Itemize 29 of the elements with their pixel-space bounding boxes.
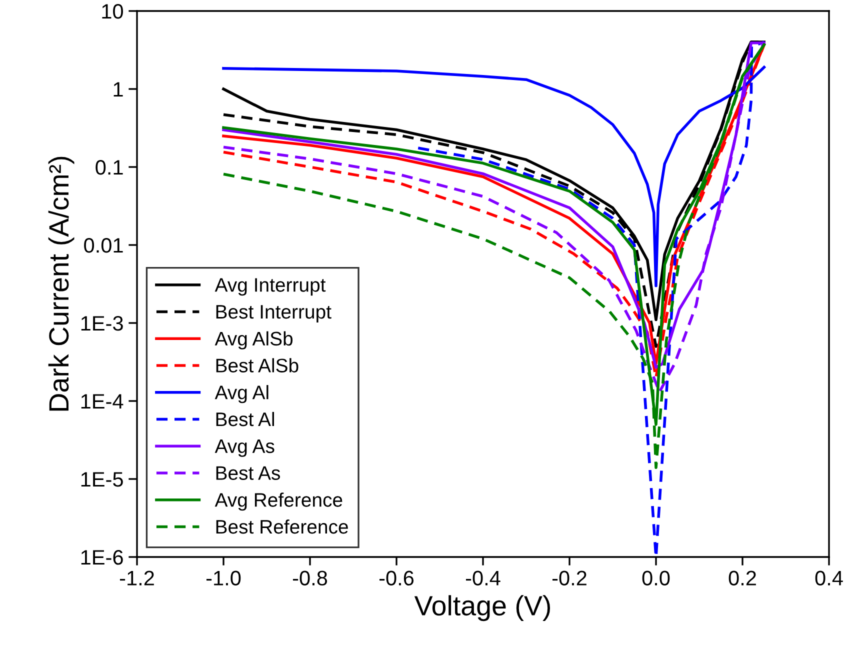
x-tick-label: -1.0 xyxy=(206,570,241,586)
x-tick-label: 0.0 xyxy=(642,570,670,586)
y-tick-label: 1E-4 xyxy=(81,394,124,409)
x-axis-title: Voltage (V) xyxy=(414,595,550,622)
y-tick-label: 0.01 xyxy=(84,238,123,253)
y-axis-title: Dark Current (A/cm²) xyxy=(48,156,74,411)
x-tick-label: -1.2 xyxy=(120,570,154,586)
legend-label: Avg AlSb xyxy=(214,331,293,350)
x-tick-label: 0.4 xyxy=(815,570,843,586)
y-tick-label: 1E-6 xyxy=(81,550,123,565)
legend-label: Best Interrupt xyxy=(216,305,332,323)
x-tick-label: 0.2 xyxy=(728,570,756,586)
legend-label: Best As xyxy=(216,466,280,480)
x-tick-label: -0.4 xyxy=(466,570,500,586)
legend-label: Best Reference xyxy=(216,519,348,534)
y-tick-label: 1E-5 xyxy=(81,472,123,487)
x-tick-label: -0.2 xyxy=(552,570,586,586)
legend-label: Avg Al xyxy=(214,385,268,404)
legend-label: Avg As xyxy=(214,440,274,457)
y-tick-label: 0.1 xyxy=(96,160,123,175)
y-tick-label: 1E-3 xyxy=(81,316,123,331)
legend-label: Avg Reference xyxy=(214,492,342,511)
x-tick-label: -0.8 xyxy=(292,570,328,586)
legend-label: Best Al xyxy=(216,412,274,426)
x-tick-label: -0.6 xyxy=(379,570,414,586)
y-tick-label: 10 xyxy=(102,4,123,19)
y-tick-label: 1 xyxy=(114,82,123,97)
legend-label: Best AlSb xyxy=(216,358,298,372)
legend-label: Avg Interrupt xyxy=(214,278,326,296)
